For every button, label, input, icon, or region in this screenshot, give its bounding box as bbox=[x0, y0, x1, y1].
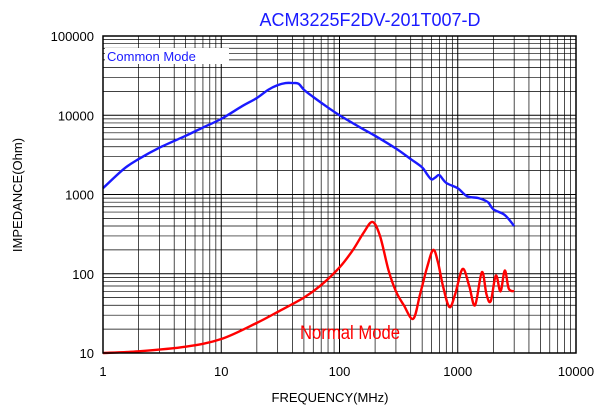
y-tick-label: 10000 bbox=[58, 108, 94, 123]
y-tick-label: 100000 bbox=[51, 29, 94, 44]
common-mode-label-bg bbox=[105, 48, 229, 64]
common-mode-label: Common Mode bbox=[107, 49, 196, 64]
x-tick-label: 100 bbox=[329, 364, 351, 379]
common-mode-line bbox=[102, 81, 516, 227]
y-tick-label: 1000 bbox=[65, 188, 94, 203]
normal-mode-line bbox=[102, 220, 515, 355]
x-tick-label: 10000 bbox=[558, 364, 594, 379]
y-tick-label: 10 bbox=[80, 346, 94, 361]
chart-title: ACM3225F2DV-201T007-D bbox=[259, 10, 480, 30]
x-tick-label: 10 bbox=[214, 364, 228, 379]
x-tick-label: 1000 bbox=[443, 364, 472, 379]
normal-mode-label: Normal Mode bbox=[300, 323, 400, 344]
y-axis-label: IMPEDANCE(Ohm) bbox=[10, 138, 25, 252]
plot-frame bbox=[102, 35, 577, 354]
y-tick-label: 100 bbox=[72, 267, 94, 282]
series-lines bbox=[102, 81, 516, 355]
tick-labels: 1 10 100 1000 10000 100000 10000 1000 100 10 bbox=[51, 29, 594, 379]
x-tick-label: 1 bbox=[99, 364, 106, 379]
x-axis-label: FREQUENCY(MHz) bbox=[272, 390, 389, 405]
